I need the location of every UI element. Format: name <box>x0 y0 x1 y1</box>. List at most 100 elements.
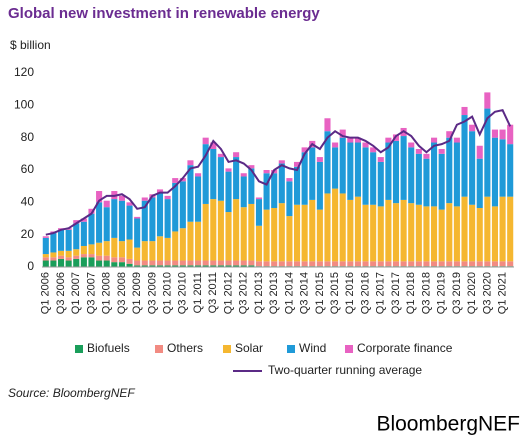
bar-segment <box>332 261 339 267</box>
legend-swatch <box>75 345 83 353</box>
bar-segment <box>484 108 491 197</box>
bar-segment <box>118 195 125 201</box>
bar-segment <box>362 142 369 148</box>
bar-segment <box>156 192 164 237</box>
bar-segment <box>309 147 316 200</box>
bar-segment <box>141 260 148 266</box>
bar-segment <box>263 170 270 174</box>
bar-segment <box>217 265 224 267</box>
bar-segment <box>415 204 422 262</box>
bar-segment <box>164 199 171 238</box>
bar-segment <box>499 139 506 197</box>
x-tick-label: Q1 2021 <box>496 272 508 314</box>
bar-segment <box>195 173 202 177</box>
bar-segment <box>278 203 285 262</box>
bar-segment <box>370 147 377 153</box>
bar-segment <box>172 182 179 232</box>
bar-segment <box>377 261 384 267</box>
bar-segment <box>499 129 506 140</box>
bar-segment <box>453 142 460 207</box>
bar-segment <box>195 265 202 267</box>
x-tick-label: Q1 2010 <box>162 272 174 314</box>
bar-segment <box>225 212 232 261</box>
bar-segment <box>233 260 240 266</box>
x-tick-label: Q1 2018 <box>405 272 417 314</box>
bar-segment <box>293 204 301 262</box>
bar-segment <box>134 247 141 261</box>
y-tick-label: 120 <box>14 65 34 79</box>
bar-segment <box>172 265 179 267</box>
bar-segment <box>332 147 339 189</box>
bar-segment <box>156 189 164 193</box>
bar-segment <box>354 196 361 262</box>
bar-segment <box>491 129 499 138</box>
bar-segment <box>88 244 95 255</box>
bar-segment <box>149 260 156 266</box>
bar-segment <box>240 260 247 266</box>
bar-segment <box>225 168 232 172</box>
bar-segment <box>400 261 407 267</box>
x-tick-label: Q3 2011 <box>207 272 219 313</box>
bar-segment <box>88 257 95 267</box>
bar-segment <box>149 265 156 267</box>
legend-label: Biofuels <box>87 341 130 355</box>
bar-segment <box>217 260 224 266</box>
bar-segment <box>278 163 285 204</box>
bar-segment <box>484 92 491 109</box>
bar-segment <box>50 257 57 261</box>
bar-segment <box>134 218 141 248</box>
bar-segment <box>446 131 453 138</box>
bar-segment <box>377 206 384 262</box>
bar-segment <box>415 148 422 154</box>
bar-segment <box>172 260 179 266</box>
bar-segment <box>88 208 95 214</box>
bar-segment <box>446 261 453 267</box>
bar-segment <box>217 153 224 158</box>
bar-segment <box>438 209 445 262</box>
bar-segment <box>42 237 49 255</box>
bar-segment <box>392 140 400 204</box>
bar-segment <box>431 206 438 262</box>
bar-segment <box>385 261 392 267</box>
bar-segment <box>195 176 202 222</box>
bar-segment <box>210 199 217 261</box>
bar-segment <box>339 261 346 267</box>
bar-segment <box>134 216 141 219</box>
bar-segment <box>271 261 278 267</box>
x-tick-label: Q3 2007 <box>85 272 97 314</box>
bar-segment <box>370 152 377 205</box>
bar-segment <box>141 265 148 267</box>
x-tick-label: Q3 2013 <box>268 272 280 314</box>
bar-segment <box>324 118 331 132</box>
bar-segment <box>187 260 194 266</box>
bar-segment <box>286 181 293 217</box>
bar-segment <box>42 257 49 261</box>
bar-segment <box>263 173 270 210</box>
bar-segment <box>339 137 346 194</box>
bar-segment <box>354 261 361 267</box>
bar-segment <box>469 261 476 267</box>
bar-segment <box>80 254 87 258</box>
bar-segment <box>476 207 483 262</box>
legend-label: Wind <box>299 341 326 355</box>
bar-segment <box>73 220 80 224</box>
bar-segment <box>88 254 95 258</box>
bar-segment <box>65 229 72 251</box>
bar-segment <box>233 199 240 261</box>
bar-segment <box>50 252 57 258</box>
bar-segment <box>347 261 354 267</box>
legend-label: Solar <box>235 341 263 355</box>
bar-segment <box>385 199 392 262</box>
bar-segment <box>65 260 72 267</box>
bar-segment <box>377 161 384 207</box>
bar-segment <box>354 137 361 143</box>
y-tick-label: 100 <box>14 98 34 112</box>
bar-segment <box>461 196 468 262</box>
bar-segment <box>469 131 476 205</box>
bar-segment <box>362 204 369 262</box>
legend-swatch <box>345 345 353 353</box>
bar-segment <box>187 160 194 166</box>
bar-segment <box>233 157 240 200</box>
bar-segment <box>324 193 331 262</box>
